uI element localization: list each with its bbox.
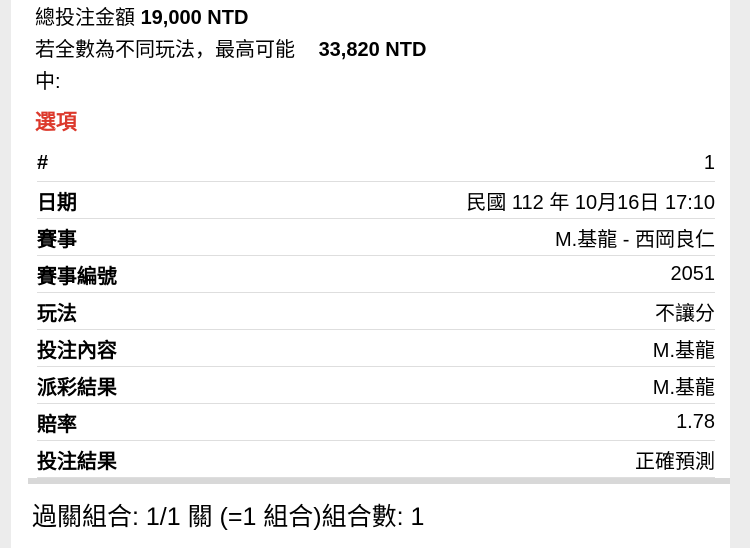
table-row: 賽事編號 2051	[37, 256, 715, 293]
row-value: M.基龍	[652, 376, 715, 399]
max-win-suffix: 中:	[35, 71, 61, 93]
row-label: 玩法	[37, 302, 77, 325]
table-row: 玩法 不讓分	[37, 293, 715, 330]
table-row: 日期 民國 112 年 10月16日 17:10	[37, 182, 715, 219]
section-thick-divider	[28, 478, 730, 484]
max-win-amount: 33,820 NTD	[318, 39, 427, 61]
table-row: 投注結果 正確預測	[37, 441, 715, 478]
row-label: 投注內容	[37, 339, 117, 362]
row-label: 日期	[37, 191, 77, 214]
row-label: 賠率	[37, 413, 77, 436]
table-row: 賽事 M.基龍 - 西岡良仁	[37, 219, 715, 256]
bet-summary: 總投注金額 19,000 NTD 若全數為不同玩法，最高可能 33,820 NT…	[11, 0, 730, 98]
table-row: 賠率 1.78	[37, 404, 715, 441]
row-value: 2051	[670, 262, 716, 285]
row-label: 派彩結果	[37, 376, 117, 399]
total-stake-amount: 19,000 NTD	[140, 7, 249, 29]
table-row: 派彩結果 M.基龍	[37, 367, 715, 404]
parlay-combo-line: 過關組合: 1/1 關 (=1 組合)組合數: 1	[32, 503, 425, 531]
row-value: 不讓分	[655, 302, 715, 325]
max-win-label: 若全數為不同玩法，最高可能	[35, 39, 295, 61]
total-stake-label: 總投注金額	[35, 7, 135, 29]
max-win-line: 若全數為不同玩法，最高可能 33,820 NTD	[35, 34, 714, 66]
row-value: 1.78	[676, 410, 715, 433]
total-stake-line: 總投注金額 19,000 NTD	[35, 2, 714, 34]
bet-details-table: # 1 日期 民國 112 年 10月16日 17:10 賽事 M.基龍 - 西…	[37, 145, 715, 478]
row-value: 正確預測	[635, 450, 715, 473]
row-value: M.基龍 - 西岡良仁	[555, 228, 715, 251]
table-row: # 1	[37, 145, 715, 182]
row-label: 投注結果	[37, 450, 117, 473]
row-label: 賽事	[37, 228, 77, 251]
row-label: 賽事編號	[37, 265, 117, 288]
table-row: 投注內容 M.基龍	[37, 330, 715, 367]
row-label: #	[37, 151, 49, 174]
row-value: 民國 112 年 10月16日 17:10	[466, 191, 715, 214]
options-section-title: 選項	[35, 111, 77, 134]
row-value: M.基龍	[652, 339, 715, 362]
bet-details-card: 總投注金額 19,000 NTD 若全數為不同玩法，最高可能 33,820 NT…	[11, 0, 730, 548]
row-value: 1	[703, 151, 715, 174]
